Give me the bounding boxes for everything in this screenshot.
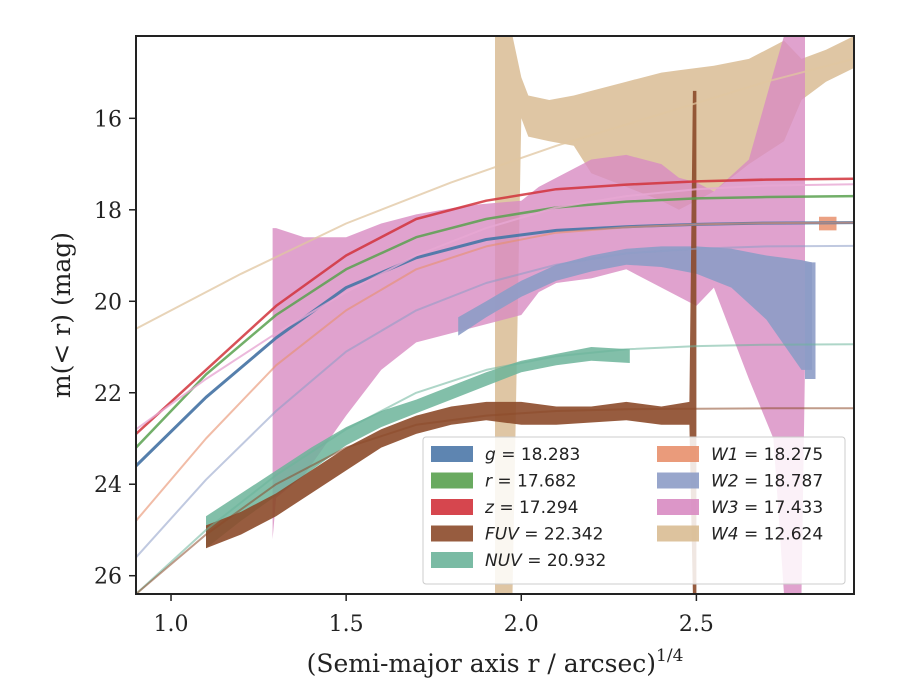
legend-label-w1: W1 = 18.275 — [711, 445, 823, 465]
legend-swatch-g — [431, 446, 473, 462]
legend-swatch-nuv — [431, 552, 473, 568]
x-tick-label: 2.5 — [679, 612, 714, 637]
y-tick-label: 18 — [94, 199, 122, 224]
band-fuv-4 — [206, 90, 697, 594]
y-tick-label: 20 — [94, 290, 122, 315]
legend-label-w4: W4 = 12.624 — [711, 525, 823, 545]
x-axis-label-exponent: 1/4 — [656, 646, 683, 666]
legend-swatch-w1 — [657, 446, 699, 462]
legend-swatch-fuv — [431, 525, 473, 542]
band-w4-0 — [495, 36, 854, 594]
curve-nuv — [136, 343, 854, 594]
band-w2-6 — [805, 262, 816, 379]
y-tick-label: 16 — [94, 107, 122, 132]
curve-z — [136, 177, 854, 435]
legend-label-w3: W3 = 17.433 — [711, 498, 823, 518]
legend-label-g: g = 18.283 — [485, 445, 580, 465]
y-axis-ticks: 16 18 20 22 24 26 — [94, 107, 136, 590]
legend: g = 18.283 r = 17.682 z = 17.294 FUV = 22.3… — [422, 436, 846, 585]
legend-swatch-r — [431, 472, 473, 489]
y-tick-label: 22 — [94, 382, 122, 407]
legend-swatch-w2 — [657, 472, 699, 489]
curve-w4 — [136, 57, 854, 330]
x-axis-label: (Semi-major axis r / arcsec)1/4 — [307, 646, 684, 678]
x-tick-label: 2.0 — [504, 612, 539, 637]
legend-box — [422, 436, 846, 585]
legend-swatch-z — [431, 499, 473, 515]
legend-label-nuv: NUV = 20.932 — [485, 551, 606, 571]
curve-r — [136, 194, 854, 449]
y-tick-label: 26 — [94, 565, 122, 590]
x-tick-label: 1.5 — [329, 612, 364, 637]
x-tick-label: 1.0 — [154, 612, 189, 637]
curve-w2 — [136, 244, 854, 559]
y-tick-label: 24 — [94, 473, 122, 498]
x-axis-label-text: (Semi-major axis r / arcsec) — [307, 649, 656, 678]
uncertainty-bands — [206, 36, 854, 594]
legend-label-z: z = 17.294 — [484, 498, 578, 518]
x-axis-ticks: 1.0 1.5 2.0 2.5 — [154, 594, 714, 637]
legend-swatch-w3 — [657, 499, 699, 515]
band-w3-1 — [272, 36, 806, 594]
curve-w3 — [136, 183, 854, 431]
legend-swatch-w4 — [657, 525, 699, 542]
legend-label-fuv: FUV = 22.342 — [485, 525, 603, 545]
legend-label-r: r = 17.682 — [485, 472, 577, 492]
band-w2-2 — [458, 246, 812, 370]
y-axis-label: m(< r) (mag) — [47, 232, 76, 398]
legend-entries: g = 18.283 r = 17.682 z = 17.294 FUV = 22.3… — [431, 445, 823, 571]
curve-w1 — [136, 221, 854, 522]
curve-fuv — [136, 407, 854, 594]
legend-label-w2: W2 = 18.787 — [711, 472, 823, 492]
model-curves — [136, 57, 854, 594]
plot-frame — [135, 35, 855, 595]
